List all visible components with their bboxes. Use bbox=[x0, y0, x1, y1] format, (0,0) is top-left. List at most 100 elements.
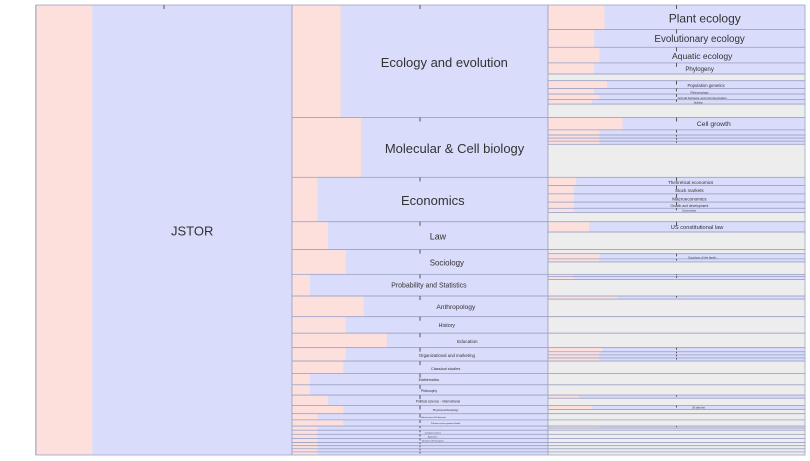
topic-unlabeled-2-5[interactable] bbox=[547, 212, 806, 223]
discipline-molecular-cell-biology-1-label: Molecular & Cell biology bbox=[385, 141, 525, 156]
topic-unlabeled-16-0[interactable] bbox=[547, 419, 806, 427]
discipline-molecular-cell-biology-1[interactable]: Molecular & Cell biology bbox=[291, 117, 549, 178]
topic-macroeconomics-2-2-label: Macroeconomics bbox=[672, 197, 707, 202]
topic-sociology-of-the-family-4-1[interactable]: Sociology of the family bbox=[547, 253, 806, 260]
discipline-economics-2-block bbox=[291, 176, 549, 223]
topic-us-constitutional-law-3-0[interactable]: US constitutional law bbox=[547, 221, 806, 233]
topic-unlabeled-1-1[interactable] bbox=[547, 129, 806, 136]
topic-unlabeled-15-0[interactable] bbox=[547, 413, 806, 421]
topic-unlabeled-21-0[interactable] bbox=[547, 442, 806, 447]
discipline-ecology-and-evolution-0[interactable]: Ecology and evolution bbox=[291, 4, 549, 118]
topic-unlabeled-9-2[interactable] bbox=[547, 354, 806, 359]
topic-unlabeled-1-2[interactable] bbox=[547, 134, 806, 139]
discipline-computer-science-18[interactable]: Computer science bbox=[291, 429, 549, 435]
topic-paleoecology-0-6[interactable]: Paleoecology bbox=[547, 88, 806, 95]
topic-unlabeled-22-0[interactable] bbox=[547, 445, 806, 450]
root-node-jstor[interactable]: JSTOR bbox=[35, 4, 293, 456]
discipline-pollution-and-occupational-health-16[interactable]: Pollution and occupational health bbox=[291, 419, 549, 427]
discipline-education-8[interactable]: Education bbox=[291, 332, 549, 349]
topic-unlabeled-8-0[interactable] bbox=[547, 332, 806, 349]
topic-unlabeled-14-1[interactable] bbox=[547, 409, 806, 415]
topic-nutrition-0-8-pink-segment bbox=[548, 100, 592, 104]
discipline-anthropology-6-pink-segment bbox=[292, 296, 364, 317]
topic-unlabeled-6-0[interactable] bbox=[547, 295, 806, 300]
discipline-physical-anthropology-14[interactable]: Physical anthropology bbox=[291, 405, 549, 415]
discipline-political-science-international-13[interactable]: Political science - international bbox=[291, 394, 549, 406]
discipline-unlabeled-24[interactable] bbox=[291, 451, 549, 456]
discipline-law-3-label: Law bbox=[430, 232, 447, 242]
topic-unlabeled-1-5[interactable] bbox=[547, 143, 806, 178]
topic-unlabeled-15-0-empty-block bbox=[547, 413, 806, 421]
topic-unlabeled-9-3[interactable] bbox=[547, 357, 806, 362]
discipline-organizational-and-marketing-9[interactable]: Organizational and marketing bbox=[291, 347, 549, 362]
topic-stock-markets-2-1[interactable]: Stock markets bbox=[547, 185, 806, 195]
topic-unlabeled-18-0[interactable] bbox=[547, 429, 806, 435]
topic-unlabeled-6-1[interactable] bbox=[547, 298, 806, 318]
topic-unlabeled-12-0[interactable] bbox=[547, 384, 806, 396]
topic-nutrition-0-8[interactable]: Nutrition bbox=[547, 99, 806, 105]
topic-unlabeled-3-1[interactable] bbox=[547, 231, 806, 251]
topic-unlabeled-11-0[interactable] bbox=[547, 373, 806, 386]
discipline-unlabeled-17[interactable] bbox=[291, 425, 549, 431]
discipline-mathematics-11[interactable]: Mathematics bbox=[291, 373, 549, 386]
topic-growth-and-development-2-3[interactable]: Growth and development bbox=[547, 201, 806, 209]
topic-theoretical-economics-2-0-pink-segment bbox=[548, 177, 577, 186]
topic-unlabeled-9-0[interactable] bbox=[547, 347, 806, 353]
discipline-unlabeled-22[interactable] bbox=[291, 445, 549, 450]
discipline-classical-studies-10[interactable]: Classical studies bbox=[291, 360, 549, 374]
topic-unlabeled-5-1[interactable] bbox=[547, 276, 806, 280]
topic-unlabeled-13-1[interactable] bbox=[547, 397, 806, 406]
topic-plant-ecology-0-0[interactable]: Plant ecology bbox=[547, 4, 806, 30]
topic-theoretical-economics-2-0[interactable]: Theoretical economics bbox=[547, 176, 806, 187]
topic-unlabeled-4-0[interactable] bbox=[547, 249, 806, 255]
topic-unlabeled-10-0[interactable] bbox=[547, 360, 806, 374]
topic-aquatic-ecology-0-2[interactable]: Aquatic ecology bbox=[547, 46, 806, 64]
discipline-history-7[interactable]: History bbox=[291, 316, 549, 334]
topic-nutrition-0-8-label: Nutrition bbox=[694, 101, 704, 104]
topic-unlabeled-4-3[interactable] bbox=[547, 261, 806, 275]
topic-unlabeled-9-1[interactable] bbox=[547, 351, 806, 356]
discipline-anthropology-6[interactable]: Anthropology bbox=[291, 295, 549, 318]
topic-phylogeny-0-3-pink-segment bbox=[548, 63, 595, 74]
discipline-law-3-pink-segment bbox=[292, 222, 328, 250]
discipline-political-science-us-domestic-15[interactable]: Political science-US domestic bbox=[291, 413, 549, 421]
topic-unlabeled-5-2[interactable] bbox=[547, 279, 806, 297]
topic-phylogeny-0-3[interactable]: Phylogeny bbox=[547, 62, 806, 75]
topic-unlabeled-24-0[interactable] bbox=[547, 451, 806, 456]
topic-unlabeled-5-1-pink-segment bbox=[548, 276, 574, 280]
topic-econometrics-2-4[interactable]: Econometrics bbox=[547, 207, 806, 213]
discipline-sociology-4[interactable]: Sociology bbox=[291, 249, 549, 275]
topic-cell-growth-1-0[interactable]: Cell growth bbox=[547, 117, 806, 131]
discipline-law-3[interactable]: Law bbox=[291, 221, 549, 251]
discipline-economics-2[interactable]: Economics bbox=[291, 176, 549, 223]
topic-macroeconomics-2-2[interactable]: Macroeconomics bbox=[547, 193, 806, 203]
discipline-philosophy-12[interactable]: Philosophy bbox=[291, 384, 549, 396]
topic-us-state-law-14-0[interactable]: US state law bbox=[547, 405, 806, 410]
topic-unlabeled-0-4[interactable] bbox=[547, 73, 806, 82]
topic-unlabeled-0-9[interactable] bbox=[547, 103, 806, 118]
topic-unlabeled-11-0-empty-block bbox=[547, 373, 806, 386]
topic-unlabeled-4-2[interactable] bbox=[547, 258, 806, 263]
discipline-mathematics-11-label: Mathematics bbox=[419, 378, 440, 382]
discipline-molecular-cell-biology-1-pink-segment bbox=[292, 118, 362, 177]
discipline-unlabeled-17-pink-segment bbox=[292, 426, 318, 430]
topic-animal-behavior-and-communication-0-7[interactable]: Animal behavior and communication bbox=[547, 93, 806, 101]
discipline-probability-and-statistics-5[interactable]: Probability and Statistics bbox=[291, 273, 549, 297]
topic-unlabeled-1-3[interactable] bbox=[547, 137, 806, 142]
topic-unlabeled-23-0[interactable] bbox=[547, 448, 806, 453]
topic-population-genetics-0-5[interactable]: Population genetics bbox=[547, 80, 806, 89]
discipline-unlabeled-21[interactable] bbox=[291, 442, 549, 447]
topic-unlabeled-20-0[interactable] bbox=[547, 438, 806, 444]
discipline-education-8-pink-segment bbox=[292, 333, 387, 348]
discipline-unlabeled-22-pink-segment bbox=[292, 446, 318, 449]
topic-unlabeled-19-0[interactable] bbox=[547, 433, 806, 439]
topic-unlabeled-4-0-empty-block bbox=[547, 249, 806, 255]
discipline-classical-studies-10-label: Classical studies bbox=[431, 366, 460, 371]
discipline-unlabeled-23[interactable] bbox=[291, 448, 549, 453]
topic-unlabeled-1-4[interactable] bbox=[547, 140, 806, 145]
topic-unlabeled-13-0[interactable] bbox=[547, 394, 806, 399]
topic-unlabeled-7-0[interactable] bbox=[547, 316, 806, 334]
discipline-agriculture-19[interactable]: Agriculture bbox=[291, 433, 549, 439]
discipline-spanish-and-portuguese-20[interactable]: Spanish and Portuguese bbox=[291, 438, 549, 444]
topic-evolutionary-ecology-0-1[interactable]: Evolutionary ecology bbox=[547, 29, 806, 48]
